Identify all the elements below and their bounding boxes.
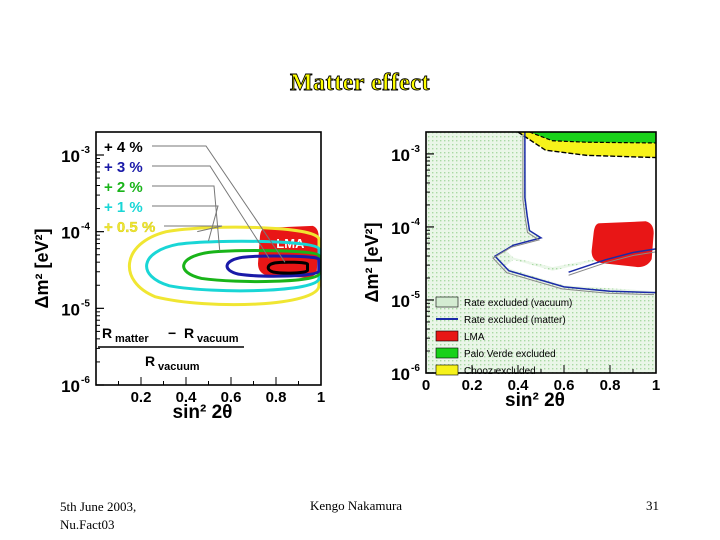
palo-verde-boundary bbox=[529, 131, 657, 144]
legend-pointer-4 bbox=[164, 225, 223, 233]
legend-swatch-2 bbox=[435, 330, 459, 342]
legend-label-2: LMA bbox=[464, 332, 485, 343]
lma-region bbox=[591, 221, 654, 268]
y-tick-label: 10 bbox=[391, 146, 410, 165]
footer-page-number: 31 bbox=[646, 498, 659, 513]
legend-label-3: + 1 % bbox=[104, 199, 143, 216]
legend-swatch-3 bbox=[435, 347, 459, 359]
slide-title: Matter effect bbox=[290, 70, 430, 97]
palo-verde-excluded-region bbox=[529, 132, 656, 143]
chooz-boundary bbox=[517, 131, 657, 159]
contour-0 bbox=[128, 225, 321, 307]
y-tick-label: 10 bbox=[61, 377, 80, 396]
y-tick-exponent: -4 bbox=[411, 217, 420, 228]
x-tick-label: 0.4 bbox=[176, 389, 198, 406]
y-tick-exponent: -6 bbox=[411, 363, 420, 374]
legend-label-1: + 3 % bbox=[104, 159, 143, 176]
y-tick-label: 10 bbox=[61, 224, 80, 243]
formula-r-denominator: R bbox=[145, 353, 155, 369]
legend-label-4: Chooz excluded bbox=[464, 366, 536, 377]
formula-sub-matter: matter bbox=[115, 333, 149, 345]
legend-label-2: + 2 % bbox=[104, 179, 143, 196]
x-axis-label: sin² 2θ bbox=[173, 402, 233, 423]
vacuum-boundary-lower bbox=[492, 134, 655, 296]
legend-label-3: Palo Verde excluded bbox=[464, 349, 556, 360]
legend-pointer-0 bbox=[152, 145, 286, 263]
x-tick-label: 1 bbox=[652, 377, 660, 394]
legend-swatch-4 bbox=[435, 364, 459, 376]
legend-label-1: Rate excluded (matter) bbox=[464, 315, 566, 326]
contour-1 bbox=[145, 239, 321, 293]
x-tick-label: 0.6 bbox=[221, 389, 242, 406]
formula-minus: − bbox=[168, 325, 176, 341]
formula-sub-vacuum: vacuum bbox=[197, 333, 239, 345]
legend-label-0: + 4 % bbox=[104, 139, 143, 156]
legend-label-0: Rate excluded (vacuum) bbox=[464, 298, 572, 309]
legend-pointer-3 bbox=[152, 205, 219, 241]
formula-sub-denominator: vacuum bbox=[158, 361, 200, 373]
y-axis-label: Δm² [eV²] bbox=[32, 229, 52, 309]
y-tick-exponent: -6 bbox=[81, 375, 90, 386]
x-tick-label: 0.2 bbox=[131, 389, 152, 406]
x-tick-label: 0 bbox=[422, 377, 430, 394]
y-axis-label: Δm² [eV²] bbox=[362, 223, 382, 303]
x-tick-label: 0.8 bbox=[600, 377, 621, 394]
y-tick-label: 10 bbox=[61, 300, 80, 319]
footer-author: Kengo Nakamura bbox=[310, 498, 403, 513]
footer-date-line1: 5th June 2003, bbox=[60, 499, 137, 514]
contour-3 bbox=[225, 254, 321, 278]
contour-4 bbox=[266, 260, 309, 275]
vacuum-boundary-upper bbox=[568, 251, 657, 276]
matter-boundary-lower bbox=[493, 132, 657, 294]
formula-r-vacuum: R bbox=[184, 325, 194, 341]
legend-pointer-2 bbox=[152, 185, 221, 251]
y-tick-label: 10 bbox=[391, 219, 410, 238]
y-tick-exponent: -3 bbox=[411, 144, 420, 155]
x-tick-label: 1 bbox=[317, 389, 325, 406]
footer-date-line2: Nu.Fact03 bbox=[60, 517, 115, 532]
legend-pointer-1 bbox=[152, 165, 270, 259]
y-tick-label: 10 bbox=[391, 292, 410, 311]
y-tick-exponent: -3 bbox=[81, 145, 90, 156]
y-tick-exponent: -5 bbox=[81, 298, 90, 309]
x-tick-label: 0.8 bbox=[266, 389, 287, 406]
y-tick-label: 10 bbox=[61, 147, 80, 166]
formula-r-matter: R bbox=[102, 325, 112, 341]
legend-swatch-0 bbox=[435, 296, 459, 308]
x-tick-label: 0.4 bbox=[508, 377, 530, 394]
y-tick-exponent: -5 bbox=[411, 290, 420, 301]
x-tick-label: 0.2 bbox=[462, 377, 483, 394]
y-tick-label: 10 bbox=[391, 365, 410, 384]
y-tick-exponent: -4 bbox=[81, 222, 90, 233]
x-axis-label: sin² 2θ bbox=[505, 390, 565, 411]
x-tick-label: 0.6 bbox=[554, 377, 575, 394]
footer-date: 5th June 2003, Nu.Fact03 bbox=[60, 498, 136, 534]
contour-2 bbox=[182, 249, 321, 284]
matter-boundary-upper bbox=[568, 248, 657, 273]
legend-label-4: + 0.5 % bbox=[104, 219, 155, 236]
